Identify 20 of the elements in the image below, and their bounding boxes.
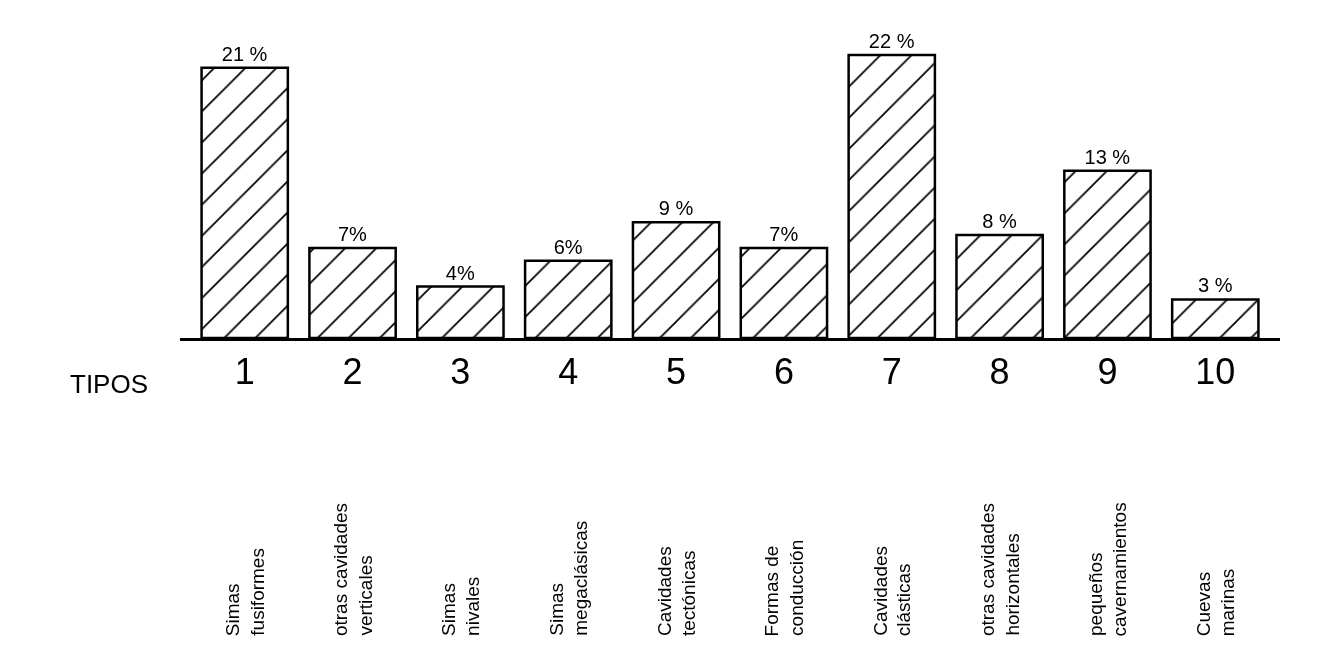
data-label: 9 %: [658, 197, 694, 220]
data-label: 13 %: [1084, 145, 1131, 168]
data-label: 22 %: [868, 29, 915, 52]
data-label: 7%: [769, 222, 799, 245]
category-label: 7 Cavidades clásticas: [869, 351, 915, 637]
data-label: 6%: [553, 235, 583, 258]
data-label: 21 %: [221, 42, 268, 65]
data-label: 7%: [337, 222, 368, 245]
data-label: 4%: [445, 261, 475, 284]
category-label: 9 pequeños cavernamientos: [1084, 351, 1131, 637]
category-label: 2 otras cavidades verticales: [330, 351, 376, 637]
category-label: 1 Simas fusiformes: [222, 351, 268, 637]
category-label: 5 Cavidades tectónicas: [654, 351, 700, 637]
category-label: 10 Cuevas marinas: [1193, 351, 1239, 637]
category-label: 3 Simas nivales: [437, 351, 483, 636]
data-label: 3 %: [1197, 274, 1233, 297]
category-label: 6 Formas de conducción: [761, 351, 807, 637]
category-label: 4 Simas megaclásicas: [545, 351, 591, 636]
data-label: 8 %: [982, 210, 1017, 233]
x-axis-title: TIPOS: [70, 369, 149, 399]
